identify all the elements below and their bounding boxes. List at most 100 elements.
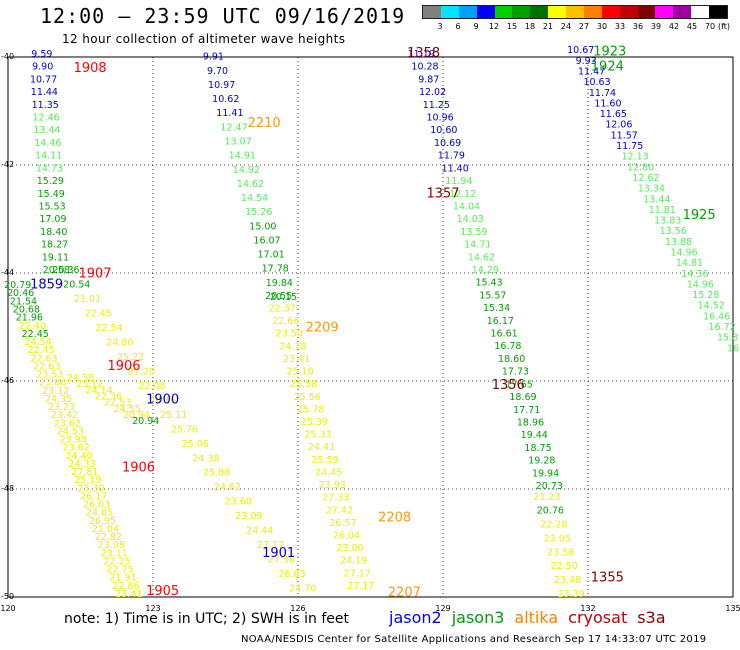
swh-value-label: 10.69 [434, 138, 461, 149]
swh-value-label: 22.37 [269, 304, 296, 315]
swh-value-label: 10.97 [208, 80, 235, 91]
swh-value-label: 24.70 [289, 584, 316, 595]
swh-value-label: 13.59 [460, 227, 487, 238]
swh-value-label: 15.00 [249, 221, 276, 232]
footer-note: note: 1) Time is in UTC; 2) SWH is in fe… [64, 611, 350, 627]
colorbar-tick-label: 6 [455, 22, 461, 31]
swh-value-label: 25.39 [301, 417, 328, 428]
pass-time-label: 1900 [146, 393, 179, 408]
lon-tick-label: 120 [0, 604, 16, 613]
swh-value-label: 22.36 [95, 392, 122, 403]
swh-value-label: 21.91 [109, 573, 136, 584]
swh-value-label: 22.25 [104, 556, 131, 567]
swh-value-label: 24.62 [214, 482, 241, 493]
swh-value-label: 16.17 [487, 316, 514, 327]
swh-value-label: 11.25 [423, 100, 450, 111]
swh-value-label: 27.33 [322, 493, 349, 504]
swh-value-label: 11.44 [31, 87, 58, 98]
swh-value-label: 15.57 [479, 290, 506, 301]
swh-value-label: 27.17 [344, 568, 371, 579]
pass-time-label: 1906 [107, 359, 140, 374]
swh-value-label: 11.41 [216, 108, 243, 119]
swh-value-label: 17.01 [258, 250, 285, 261]
colorbar-swatch [423, 6, 441, 18]
swh-value-label: 23.41 [115, 589, 142, 600]
pass-time-label: 2210 [248, 116, 281, 131]
colorbar-tick-label: 24 [560, 22, 572, 31]
swh-value-label: 24.33 [68, 459, 95, 470]
swh-value-label: 27.17 [257, 540, 284, 551]
swh-value-label: 22.75 [106, 565, 133, 576]
swh-value-label: 24.53 [57, 426, 84, 437]
swh-value-label: 16 [727, 343, 739, 354]
colorbar-swatch [530, 6, 549, 18]
swh-value-label: 17.78 [262, 264, 289, 275]
lon-tick-label: 132 [580, 604, 596, 613]
swh-value-label: 23.05 [544, 533, 571, 544]
swh-value-label: 13.44 [33, 125, 60, 136]
swh-value-label: 17.73 [502, 367, 529, 378]
swh-value-label: 23.60 [225, 497, 252, 508]
swh-value-label: 14.54 [241, 193, 268, 204]
swh-value-label: 27.17 [347, 581, 374, 592]
swh-value-label: 11.57 [611, 130, 638, 141]
swh-value-label: 21.04 [92, 524, 119, 535]
swh-value-label: 25.10 [286, 367, 313, 378]
swh-value-label: 24.40 [65, 451, 92, 462]
lon-tick-label: 126 [290, 604, 306, 613]
swh-value-label: 22.45 [22, 329, 49, 340]
swh-value-label: 23.62 [54, 418, 81, 429]
swh-value-label: 16.78 [494, 341, 521, 352]
swh-value-label: 26.63 [278, 569, 305, 580]
swh-value-label: 12.13 [622, 152, 649, 163]
swh-value-label: 26.57 [329, 518, 356, 529]
colorbar-swatch [440, 6, 459, 18]
swh-value-label: 19.84 [266, 278, 293, 289]
swh-value-label: 14.96 [670, 247, 697, 258]
swh-value-label: 18.40 [40, 227, 67, 238]
swh-value-label: 23.62 [63, 443, 90, 454]
swh-value-label: 19.28 [528, 456, 555, 467]
swh-value-label: 19.11 [42, 252, 69, 263]
swh-value-label: 23.53 [36, 370, 63, 381]
swh-value-label: 15.53 [38, 201, 65, 212]
swh-value-label: 11.74 [589, 88, 616, 99]
colorbar-tick-label: 39 [650, 22, 662, 31]
swh-value-label: 25.88 [203, 468, 230, 479]
pass-time-label: 1356 [492, 378, 525, 393]
swh-value-label: 25.19 [74, 475, 101, 486]
pass-time-label: 1907 [78, 266, 111, 281]
legend-jason3: jason3 [451, 608, 505, 627]
swh-value-label: 23.41 [283, 354, 310, 365]
swh-value-label: 9.70 [207, 66, 228, 77]
swh-value-label: 17.71 [513, 405, 540, 416]
swh-value-label: 14.04 [453, 201, 480, 212]
lon-tick-label: 135 [725, 604, 740, 613]
swh-value-label: 22.66 [272, 316, 299, 327]
colorbar-swatch [548, 6, 566, 18]
satellite-legend: jason2 jason3 altika cryosat s3a [389, 608, 676, 627]
swh-value-label: 16.72 [709, 322, 736, 333]
swh-value-label: 10.96 [426, 113, 453, 124]
swh-value-label: 23.12 [42, 386, 69, 397]
colorbar-swatch [583, 6, 602, 18]
swh-value-label: 11.19 [408, 49, 435, 60]
colorbar-tick-label: 70 [704, 22, 716, 31]
swh-value-label: 23.93 [319, 480, 346, 491]
swh-value-label: 19.94 [532, 468, 559, 479]
swh-value-label: 25.11 [160, 410, 187, 421]
colorbar-swatch [512, 6, 531, 18]
swh-value-label: 25.06 [182, 439, 209, 450]
swh-value-label: 14.62 [468, 252, 495, 263]
colorbar-unit: (ft) [717, 22, 731, 31]
swh-value-label: 23.11 [101, 548, 128, 559]
swh-value-label: 12.47 [220, 122, 247, 133]
legend-jason2: jason2 [389, 608, 442, 627]
swh-value-label: 26.17 [80, 491, 107, 502]
pass-time-label: 1908 [74, 61, 107, 76]
swh-value-label: 25.76 [171, 424, 198, 435]
swh-value-label: 23.23 [48, 402, 75, 413]
colorbar-swatch [494, 6, 513, 18]
swh-colorbar [422, 5, 728, 19]
swh-value-label: 24.85 [86, 508, 113, 519]
